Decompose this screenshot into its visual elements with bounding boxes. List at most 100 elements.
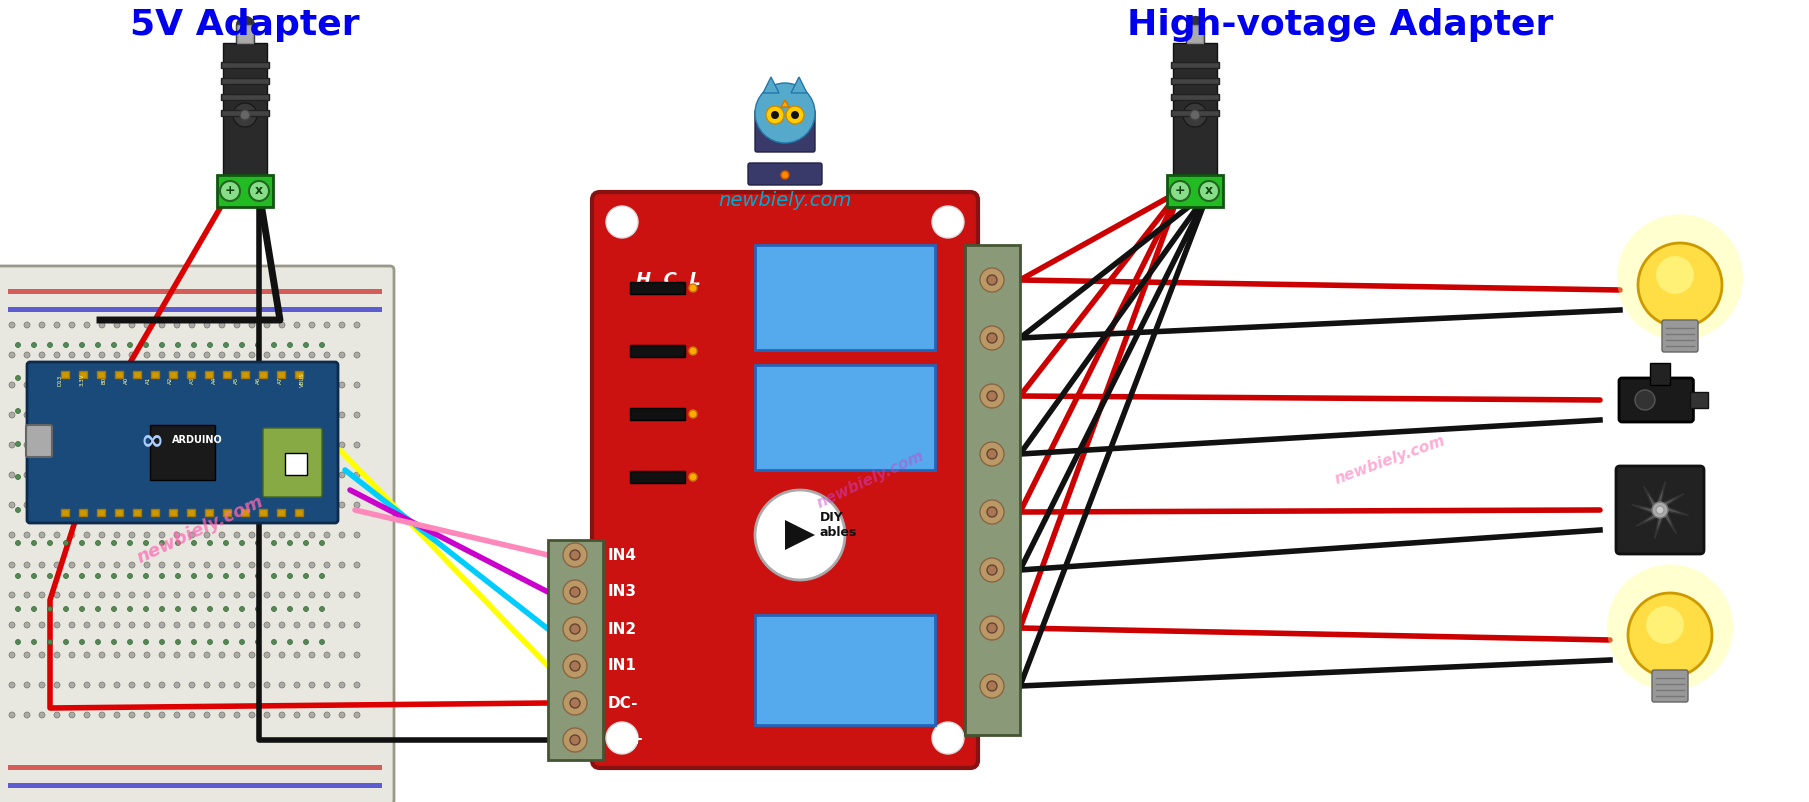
Polygon shape xyxy=(1661,510,1677,534)
Circle shape xyxy=(143,441,148,447)
Circle shape xyxy=(159,475,165,480)
Circle shape xyxy=(204,472,210,478)
Circle shape xyxy=(159,408,165,414)
Circle shape xyxy=(63,508,69,512)
Circle shape xyxy=(279,382,286,388)
Circle shape xyxy=(988,275,997,285)
Circle shape xyxy=(175,508,181,512)
Circle shape xyxy=(219,622,224,628)
Circle shape xyxy=(174,682,181,688)
Bar xyxy=(80,509,87,516)
Circle shape xyxy=(145,562,150,568)
Circle shape xyxy=(338,682,346,688)
Circle shape xyxy=(204,562,210,568)
Circle shape xyxy=(188,562,195,568)
Circle shape xyxy=(80,508,85,512)
Circle shape xyxy=(16,475,20,480)
Circle shape xyxy=(355,532,360,538)
Circle shape xyxy=(16,342,20,347)
Circle shape xyxy=(47,606,52,611)
Circle shape xyxy=(239,408,244,414)
Circle shape xyxy=(175,441,181,447)
FancyBboxPatch shape xyxy=(747,163,821,185)
Circle shape xyxy=(219,442,224,448)
Circle shape xyxy=(80,475,85,480)
Circle shape xyxy=(355,712,360,718)
Circle shape xyxy=(175,573,181,578)
Circle shape xyxy=(271,441,277,447)
Circle shape xyxy=(208,408,212,414)
Circle shape xyxy=(9,382,14,388)
Circle shape xyxy=(174,442,181,448)
Circle shape xyxy=(271,475,277,480)
Circle shape xyxy=(174,322,181,328)
Circle shape xyxy=(54,592,60,598)
Circle shape xyxy=(63,606,69,611)
Polygon shape xyxy=(237,25,253,43)
Circle shape xyxy=(143,375,148,380)
Circle shape xyxy=(127,606,132,611)
Circle shape xyxy=(143,541,148,545)
Circle shape xyxy=(63,342,69,347)
Circle shape xyxy=(145,592,150,598)
Circle shape xyxy=(689,473,696,481)
Circle shape xyxy=(192,639,197,645)
Circle shape xyxy=(1199,181,1219,201)
Circle shape xyxy=(320,475,324,480)
Circle shape xyxy=(9,532,14,538)
Circle shape xyxy=(295,652,300,658)
Circle shape xyxy=(145,652,150,658)
Circle shape xyxy=(324,472,329,478)
Circle shape xyxy=(1655,506,1664,514)
Circle shape xyxy=(980,558,1004,582)
Circle shape xyxy=(295,592,300,598)
Circle shape xyxy=(208,541,212,545)
Circle shape xyxy=(309,562,315,568)
Circle shape xyxy=(279,682,286,688)
Circle shape xyxy=(159,592,165,598)
Circle shape xyxy=(279,472,286,478)
Circle shape xyxy=(69,442,74,448)
Polygon shape xyxy=(1172,43,1217,175)
Circle shape xyxy=(54,712,60,718)
Polygon shape xyxy=(1657,482,1666,510)
Circle shape xyxy=(338,502,346,508)
Circle shape xyxy=(1635,390,1655,410)
Bar xyxy=(168,509,177,516)
Circle shape xyxy=(175,342,181,347)
Text: newbiely.com: newbiely.com xyxy=(1333,433,1447,487)
Circle shape xyxy=(338,322,346,328)
Circle shape xyxy=(224,541,228,545)
Circle shape xyxy=(204,352,210,358)
Bar xyxy=(630,471,686,483)
Circle shape xyxy=(143,342,148,347)
Circle shape xyxy=(309,502,315,508)
Circle shape xyxy=(96,375,101,380)
Circle shape xyxy=(219,592,224,598)
Circle shape xyxy=(69,382,74,388)
Circle shape xyxy=(40,652,45,658)
Circle shape xyxy=(112,508,116,512)
Bar xyxy=(62,509,69,516)
Circle shape xyxy=(233,442,241,448)
Circle shape xyxy=(54,652,60,658)
Circle shape xyxy=(255,639,260,645)
Circle shape xyxy=(271,342,277,347)
Circle shape xyxy=(295,712,300,718)
Circle shape xyxy=(83,442,90,448)
Circle shape xyxy=(241,110,250,120)
Circle shape xyxy=(980,500,1004,524)
Bar xyxy=(186,371,195,378)
Circle shape xyxy=(16,606,20,611)
Circle shape xyxy=(80,639,85,645)
Circle shape xyxy=(40,712,45,718)
Circle shape xyxy=(40,622,45,628)
Circle shape xyxy=(9,412,14,418)
Circle shape xyxy=(224,408,228,414)
FancyBboxPatch shape xyxy=(592,192,979,768)
Bar xyxy=(1690,392,1708,408)
Circle shape xyxy=(1170,181,1190,201)
Circle shape xyxy=(221,181,241,201)
Circle shape xyxy=(128,562,136,568)
Text: newbiely.com: newbiely.com xyxy=(134,492,266,567)
